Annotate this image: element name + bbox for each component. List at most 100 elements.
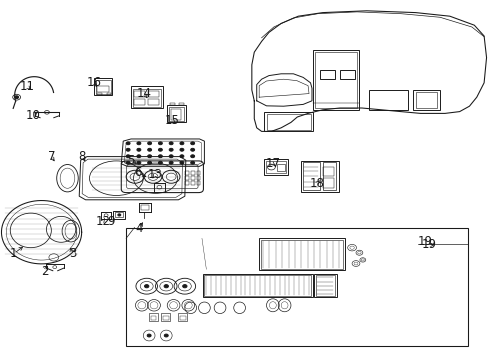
Circle shape bbox=[118, 214, 121, 216]
Text: 10: 10 bbox=[26, 109, 41, 122]
Bar bbox=[368, 90, 407, 110]
Bar bbox=[184, 181, 188, 185]
Circle shape bbox=[137, 161, 141, 164]
Text: 5: 5 bbox=[127, 154, 135, 167]
Bar bbox=[106, 93, 111, 95]
Text: 11: 11 bbox=[20, 80, 34, 93]
Circle shape bbox=[190, 155, 194, 158]
Bar bbox=[300, 161, 338, 192]
Bar bbox=[148, 91, 159, 97]
Bar bbox=[302, 162, 319, 190]
Bar bbox=[113, 211, 125, 219]
Bar bbox=[203, 274, 312, 297]
Bar bbox=[322, 162, 336, 190]
Circle shape bbox=[164, 334, 168, 337]
Bar bbox=[150, 316, 156, 320]
Bar bbox=[323, 178, 333, 188]
Bar bbox=[266, 114, 310, 130]
Bar bbox=[178, 313, 187, 321]
Circle shape bbox=[183, 285, 186, 288]
Text: 2: 2 bbox=[41, 265, 49, 278]
Bar bbox=[339, 70, 354, 79]
Text: 18: 18 bbox=[309, 177, 324, 190]
Circle shape bbox=[180, 148, 183, 151]
Circle shape bbox=[190, 148, 194, 151]
Circle shape bbox=[137, 142, 141, 145]
Bar bbox=[204, 275, 311, 296]
Text: 4: 4 bbox=[135, 222, 143, 235]
Text: 7: 7 bbox=[47, 150, 55, 163]
Circle shape bbox=[158, 148, 162, 151]
Circle shape bbox=[126, 155, 130, 158]
Text: 6: 6 bbox=[134, 166, 142, 179]
Bar bbox=[265, 161, 285, 173]
Bar bbox=[179, 103, 184, 105]
Circle shape bbox=[147, 161, 151, 164]
Circle shape bbox=[169, 142, 173, 145]
Bar bbox=[134, 99, 145, 105]
Circle shape bbox=[137, 155, 141, 158]
Bar bbox=[115, 212, 123, 217]
Circle shape bbox=[147, 155, 151, 158]
Bar bbox=[277, 164, 284, 171]
Bar bbox=[161, 313, 170, 321]
Bar bbox=[196, 171, 200, 175]
Circle shape bbox=[158, 142, 162, 145]
Circle shape bbox=[147, 142, 151, 145]
Bar bbox=[184, 176, 188, 180]
Bar bbox=[180, 316, 185, 320]
Bar bbox=[133, 89, 161, 107]
Bar bbox=[163, 316, 168, 320]
Text: 17: 17 bbox=[265, 157, 280, 170]
Bar bbox=[196, 181, 200, 185]
Circle shape bbox=[147, 334, 151, 337]
Bar bbox=[170, 109, 181, 120]
Circle shape bbox=[147, 148, 151, 151]
Circle shape bbox=[126, 148, 130, 151]
Circle shape bbox=[190, 161, 194, 164]
Bar bbox=[184, 171, 188, 175]
Bar bbox=[323, 167, 333, 176]
Circle shape bbox=[126, 161, 130, 164]
Bar bbox=[312, 50, 359, 110]
Bar bbox=[196, 176, 200, 180]
Text: 15: 15 bbox=[164, 114, 179, 127]
Bar bbox=[141, 205, 148, 210]
Bar bbox=[320, 70, 334, 79]
Bar bbox=[264, 159, 287, 175]
Text: 12: 12 bbox=[95, 215, 110, 228]
Circle shape bbox=[137, 148, 141, 151]
Circle shape bbox=[164, 285, 168, 288]
Text: 9: 9 bbox=[107, 215, 115, 228]
Circle shape bbox=[169, 155, 173, 158]
Bar bbox=[190, 171, 194, 175]
Bar bbox=[415, 92, 436, 108]
Circle shape bbox=[180, 161, 183, 164]
Text: 8: 8 bbox=[78, 150, 86, 163]
Bar bbox=[315, 52, 356, 108]
Circle shape bbox=[169, 161, 173, 164]
Bar bbox=[148, 99, 159, 105]
Text: 14: 14 bbox=[137, 87, 151, 100]
Text: 16: 16 bbox=[86, 76, 101, 89]
Circle shape bbox=[158, 161, 162, 164]
Bar bbox=[190, 181, 194, 185]
Bar bbox=[315, 275, 335, 296]
Bar bbox=[264, 112, 312, 131]
Bar bbox=[126, 228, 468, 346]
Bar bbox=[167, 105, 185, 122]
Bar bbox=[131, 86, 163, 108]
Bar bbox=[259, 238, 344, 270]
Text: 19: 19 bbox=[421, 238, 436, 251]
Bar bbox=[169, 107, 183, 121]
Circle shape bbox=[15, 96, 19, 99]
Bar bbox=[134, 91, 145, 97]
Circle shape bbox=[190, 142, 194, 145]
Bar bbox=[94, 78, 112, 95]
Bar bbox=[313, 274, 337, 297]
Circle shape bbox=[144, 285, 148, 288]
Text: 3: 3 bbox=[68, 247, 76, 260]
Bar bbox=[261, 240, 342, 269]
Bar bbox=[190, 176, 194, 180]
Text: 1: 1 bbox=[10, 247, 18, 260]
